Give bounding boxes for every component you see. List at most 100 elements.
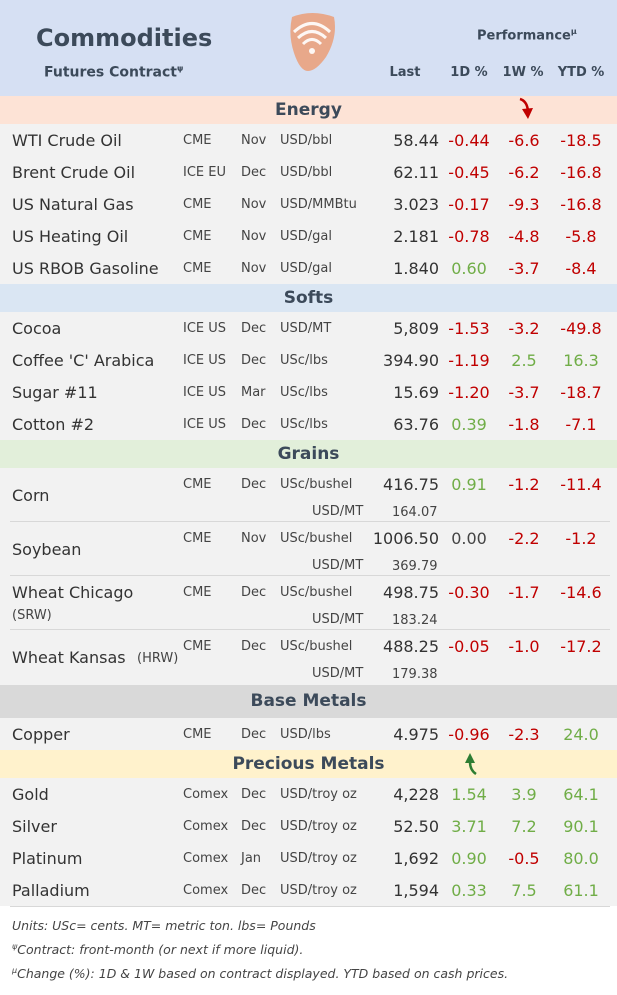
unit: USD/lbs	[280, 727, 331, 742]
change-ytd: 16.3	[563, 351, 599, 370]
commodity-name: US RBOB Gasoline	[12, 259, 159, 278]
last-price: 4,228	[393, 785, 439, 804]
section-header-base-metals: Base Metals	[0, 685, 617, 718]
change-1w: -6.6	[508, 131, 540, 150]
commodity-name: US Natural Gas	[12, 195, 134, 214]
performance-heading: Performanceμ	[477, 27, 577, 44]
last-price: 1,594	[393, 881, 439, 900]
change-1d: 0.90	[451, 849, 487, 868]
unit-metric: USD/MT	[312, 612, 364, 627]
column-1d: 1D %	[450, 65, 488, 80]
change-ytd: -8.4	[565, 259, 597, 278]
commodity-name: Platinum	[12, 849, 83, 868]
column-last: Last	[389, 65, 421, 80]
last-price: 416.75	[383, 475, 439, 494]
unit: USc/bushel	[280, 585, 353, 600]
unit: USD/troy oz	[280, 883, 357, 898]
change-1w: -1.7	[508, 583, 540, 602]
last-price: 2.181	[393, 227, 439, 246]
unit: USD/gal	[280, 261, 332, 276]
table-row	[0, 312, 617, 344]
change-1w: -2.3	[508, 725, 540, 744]
table-row	[0, 468, 617, 522]
unit-metric: USD/MT	[312, 666, 364, 681]
change-1d: -0.17	[448, 195, 490, 214]
table-row	[0, 522, 617, 576]
exchange: Comex	[183, 787, 229, 802]
unit: USD/MMBtu	[280, 197, 357, 212]
change-ytd: -18.7	[560, 383, 602, 402]
unit: USD/bbl	[280, 165, 333, 180]
change-ytd: 61.1	[563, 881, 599, 900]
change-ytd: -18.5	[560, 131, 602, 150]
change-1d: -0.96	[448, 725, 490, 744]
section-header-grains: Grains	[0, 440, 617, 468]
contract-month: Nov	[241, 261, 267, 276]
unit: USc/lbs	[280, 385, 328, 400]
contract-month: Nov	[241, 133, 267, 148]
change-1w: -2.2	[508, 529, 540, 548]
table-row	[0, 156, 617, 188]
commodity-name: Soybean	[12, 540, 82, 559]
change-1w: -1.2	[508, 475, 540, 494]
section-header-energy: Energy	[0, 96, 617, 124]
column-ytd: YTD %	[557, 65, 605, 80]
unit: USD/gal	[280, 229, 332, 244]
table-row	[0, 630, 617, 685]
last-price: 63.76	[393, 415, 439, 434]
change-ytd: -5.8	[565, 227, 597, 246]
contract-month: Dec	[241, 585, 267, 600]
change-1d: -0.05	[448, 637, 490, 656]
change-ytd: 80.0	[563, 849, 599, 868]
change-1w: -1.8	[508, 415, 540, 434]
exchange: CME	[183, 531, 212, 546]
contract-month: Nov	[241, 229, 267, 244]
change-1w: 2.5	[511, 351, 537, 370]
contract-month: Mar	[241, 385, 266, 400]
change-1w: -6.2	[508, 163, 540, 182]
exchange: ICE US	[183, 417, 227, 432]
last-price: 15.69	[393, 383, 439, 402]
change-ytd: -1.2	[565, 529, 597, 548]
arrow-up-green-icon	[465, 753, 477, 776]
unit: USD/troy oz	[280, 819, 357, 834]
commodity-name: Cocoa	[12, 319, 62, 338]
change-1w: -9.3	[508, 195, 540, 214]
change-1w: -4.8	[508, 227, 540, 246]
exchange: CME	[183, 585, 212, 600]
contract-month: Dec	[241, 477, 267, 492]
exchange: Comex	[183, 819, 229, 834]
contract-month: Dec	[241, 727, 267, 742]
exchange: CME	[183, 727, 212, 742]
commodity-name: Silver	[12, 817, 57, 836]
table-row	[0, 718, 617, 750]
commodity-name: US Heating Oil	[12, 227, 129, 246]
section-header-softs: Softs	[0, 284, 617, 312]
last-price: 3.023	[393, 195, 439, 214]
table-bottom-rule	[10, 906, 610, 907]
exchange: CME	[183, 477, 212, 492]
contract-month: Dec	[241, 787, 267, 802]
contract-month: Dec	[241, 819, 267, 834]
unit: USc/bushel	[280, 477, 353, 492]
commodity-name: Wheat Chicago	[12, 583, 134, 602]
change-1w: -3.2	[508, 319, 540, 338]
table-row	[0, 874, 617, 906]
last-price: 1,692	[393, 849, 439, 868]
page-title: Commodities	[36, 24, 213, 52]
unit: USD/MT	[280, 321, 332, 336]
signal-logo-icon	[290, 13, 335, 71]
contract-month: Nov	[241, 531, 267, 546]
contract-month: Dec	[241, 417, 267, 432]
footnote-contract: ψContract: front-month (or next if more …	[12, 942, 304, 958]
table-row	[0, 810, 617, 842]
last-price-metric: 183.24	[392, 613, 438, 628]
exchange: CME	[183, 229, 212, 244]
unit: USD/troy oz	[280, 851, 357, 866]
contract-month: Dec	[241, 321, 267, 336]
last-price-metric: 179.38	[392, 667, 438, 682]
change-ytd: 24.0	[563, 725, 599, 744]
change-1d: 3.71	[451, 817, 487, 836]
unit: USc/lbs	[280, 353, 328, 368]
row-divider	[10, 521, 610, 522]
